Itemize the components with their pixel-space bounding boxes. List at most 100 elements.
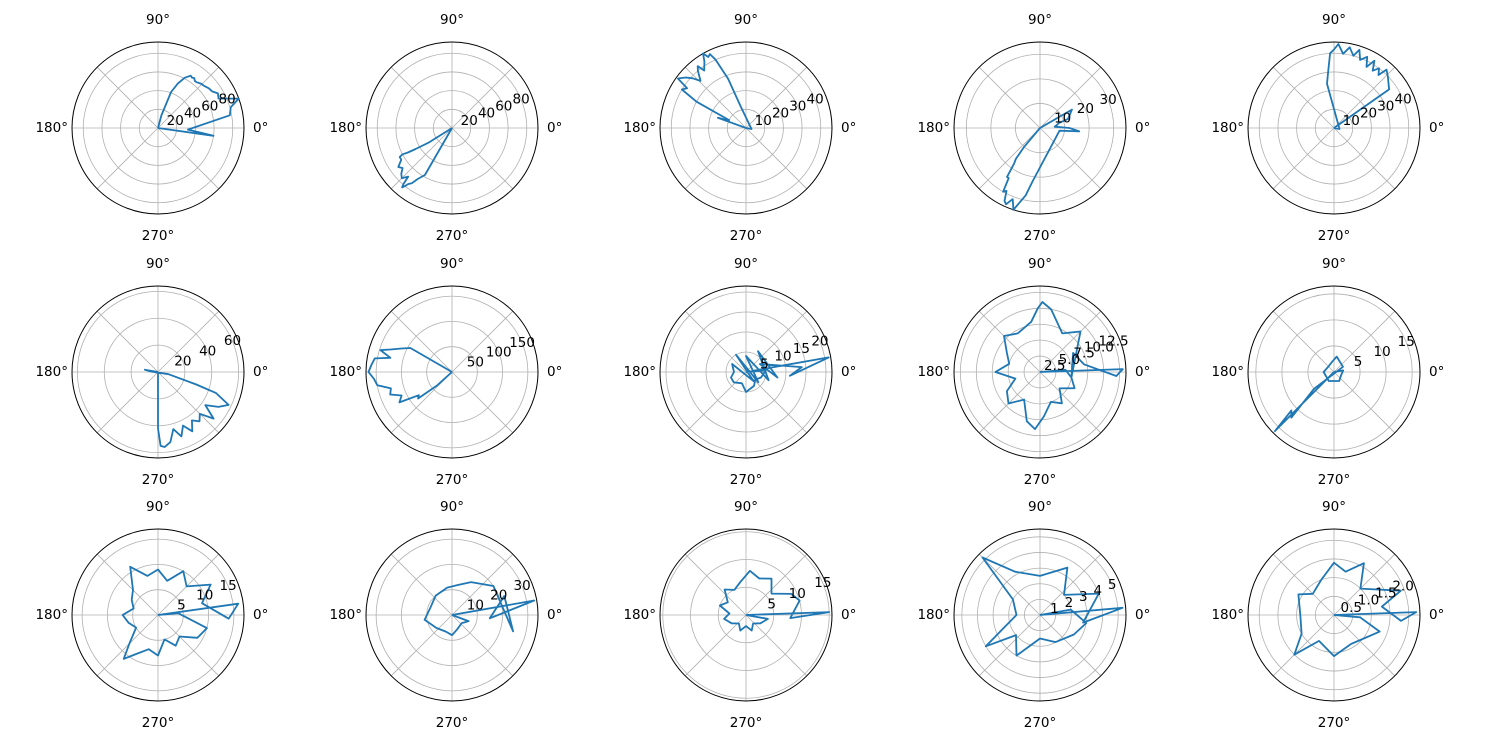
r-tick-label: 40 bbox=[1394, 91, 1411, 107]
angular-gridline bbox=[451, 66, 514, 129]
r-tick-label: 30 bbox=[514, 578, 531, 594]
theta-tick-label: 180° bbox=[1211, 120, 1244, 136]
r-tick-label: 7.5 bbox=[1073, 346, 1094, 362]
series-line bbox=[121, 565, 240, 660]
r-tick-label: 4 bbox=[1093, 583, 1102, 599]
angular-gridline bbox=[1272, 553, 1335, 616]
r-tick-label: 40 bbox=[199, 343, 216, 359]
series-line bbox=[1293, 561, 1418, 657]
angular-gridline bbox=[684, 614, 747, 677]
theta-tick-label: 0° bbox=[841, 120, 856, 136]
theta-tick-label: 90° bbox=[440, 499, 464, 515]
angular-gridline bbox=[390, 553, 453, 616]
angular-gridline bbox=[451, 371, 514, 434]
polar-subplot-3: 0° 90° 180° 270° 10 20 30 40 bbox=[623, 12, 856, 244]
theta-tick-label: 180° bbox=[623, 364, 656, 380]
angular-gridline bbox=[978, 614, 1041, 677]
angular-gridline bbox=[157, 614, 220, 677]
angular-gridline bbox=[390, 66, 453, 129]
polar-subplot-11: 0° 90° 180° 270° 5 10 15 bbox=[35, 499, 268, 731]
r-tick-label: 5.0 bbox=[1059, 352, 1080, 368]
r-tick-label: 20 bbox=[167, 113, 184, 129]
r-tick-label: 1.0 bbox=[1358, 593, 1379, 609]
theta-tick-label: 0° bbox=[841, 607, 856, 623]
theta-tick-label: 90° bbox=[1028, 12, 1052, 28]
angular-gridline bbox=[451, 127, 514, 190]
r-tick-label: 150 bbox=[509, 335, 535, 351]
angular-gridline bbox=[684, 127, 747, 190]
angular-gridline bbox=[1272, 127, 1335, 190]
polar-spine bbox=[953, 285, 1127, 459]
angular-gridline bbox=[978, 66, 1041, 129]
theta-tick-label: 0° bbox=[547, 120, 562, 136]
theta-tick-label: 180° bbox=[917, 364, 950, 380]
r-tick-label: 20 bbox=[461, 113, 478, 129]
angular-gridline bbox=[451, 614, 514, 677]
theta-tick-label: 270° bbox=[1024, 228, 1057, 244]
theta-tick-label: 270° bbox=[1318, 472, 1351, 488]
theta-tick-label: 90° bbox=[146, 12, 170, 28]
angular-gridline bbox=[157, 553, 220, 616]
theta-tick-label: 270° bbox=[730, 715, 763, 731]
angular-gridline bbox=[745, 66, 808, 129]
theta-tick-label: 0° bbox=[1429, 120, 1444, 136]
r-tick-label: 15 bbox=[220, 578, 237, 594]
series-line bbox=[719, 569, 831, 632]
r-tick-label: 10 bbox=[755, 113, 772, 129]
r-tick-label: 10 bbox=[196, 588, 213, 604]
theta-tick-label: 270° bbox=[436, 472, 469, 488]
r-tick-label: 10 bbox=[467, 597, 484, 613]
r-tick-label: 5 bbox=[767, 596, 776, 612]
polar-spine bbox=[659, 528, 833, 702]
angular-gridline bbox=[745, 614, 808, 677]
angular-gridline bbox=[96, 371, 159, 434]
polar-spine bbox=[71, 285, 245, 459]
r-tick-label: 5 bbox=[1354, 354, 1363, 370]
angular-gridline bbox=[684, 310, 747, 373]
angular-gridline bbox=[745, 310, 808, 373]
r-tick-label: 12.5 bbox=[1099, 334, 1129, 350]
polar-subplot-14: 0° 90° 180° 270° 1 2 3 4 5 bbox=[917, 499, 1150, 731]
angular-gridline bbox=[978, 127, 1041, 190]
polar-spine bbox=[1247, 285, 1421, 459]
r-tick-label: 20 bbox=[772, 106, 789, 122]
polar-subplot-2: 0° 90° 180° 270° 20 40 60 80 bbox=[329, 12, 562, 244]
r-tick-label: 80 bbox=[218, 91, 235, 107]
series-line bbox=[1274, 355, 1345, 432]
series-line bbox=[1326, 43, 1390, 130]
angular-gridline bbox=[1039, 310, 1102, 373]
polar-subplot-13: 0° 90° 180° 270° 5 10 15 bbox=[623, 499, 856, 731]
series-line bbox=[423, 581, 536, 637]
angular-gridline bbox=[1333, 371, 1396, 434]
theta-tick-label: 0° bbox=[253, 364, 268, 380]
theta-tick-label: 90° bbox=[440, 12, 464, 28]
angular-gridline bbox=[1039, 127, 1102, 190]
polar-spine bbox=[953, 528, 1127, 702]
theta-tick-label: 0° bbox=[253, 607, 268, 623]
r-tick-label: 3 bbox=[1079, 589, 1088, 605]
angular-gridline bbox=[684, 553, 747, 616]
r-tick-label: 40 bbox=[806, 91, 823, 107]
r-tick-label: 5 bbox=[177, 597, 186, 613]
theta-tick-label: 90° bbox=[734, 12, 758, 28]
polar-subplot-6: 0° 90° 180° 270° 20 40 60 bbox=[35, 256, 268, 488]
polar-spine bbox=[1247, 528, 1421, 702]
theta-tick-label: 180° bbox=[1211, 364, 1244, 380]
polar-subplot-5: 0° 90° 180° 270° 10 20 30 40 bbox=[1211, 12, 1444, 244]
theta-tick-label: 0° bbox=[547, 607, 562, 623]
polar-spine bbox=[953, 41, 1127, 215]
angular-gridline bbox=[1333, 310, 1396, 373]
theta-tick-label: 180° bbox=[35, 120, 68, 136]
angular-gridline bbox=[157, 66, 220, 129]
theta-tick-label: 0° bbox=[253, 120, 268, 136]
r-tick-label: 10 bbox=[774, 349, 791, 365]
polar-subplot-4: 0° 90° 180° 270° 10 20 30 bbox=[917, 12, 1150, 244]
theta-tick-label: 90° bbox=[1028, 256, 1052, 272]
angular-gridline bbox=[96, 66, 159, 129]
angular-gridline bbox=[96, 127, 159, 190]
theta-tick-label: 180° bbox=[917, 120, 950, 136]
polar-spine bbox=[71, 41, 245, 215]
angular-gridline bbox=[451, 310, 514, 373]
theta-tick-label: 270° bbox=[142, 472, 175, 488]
